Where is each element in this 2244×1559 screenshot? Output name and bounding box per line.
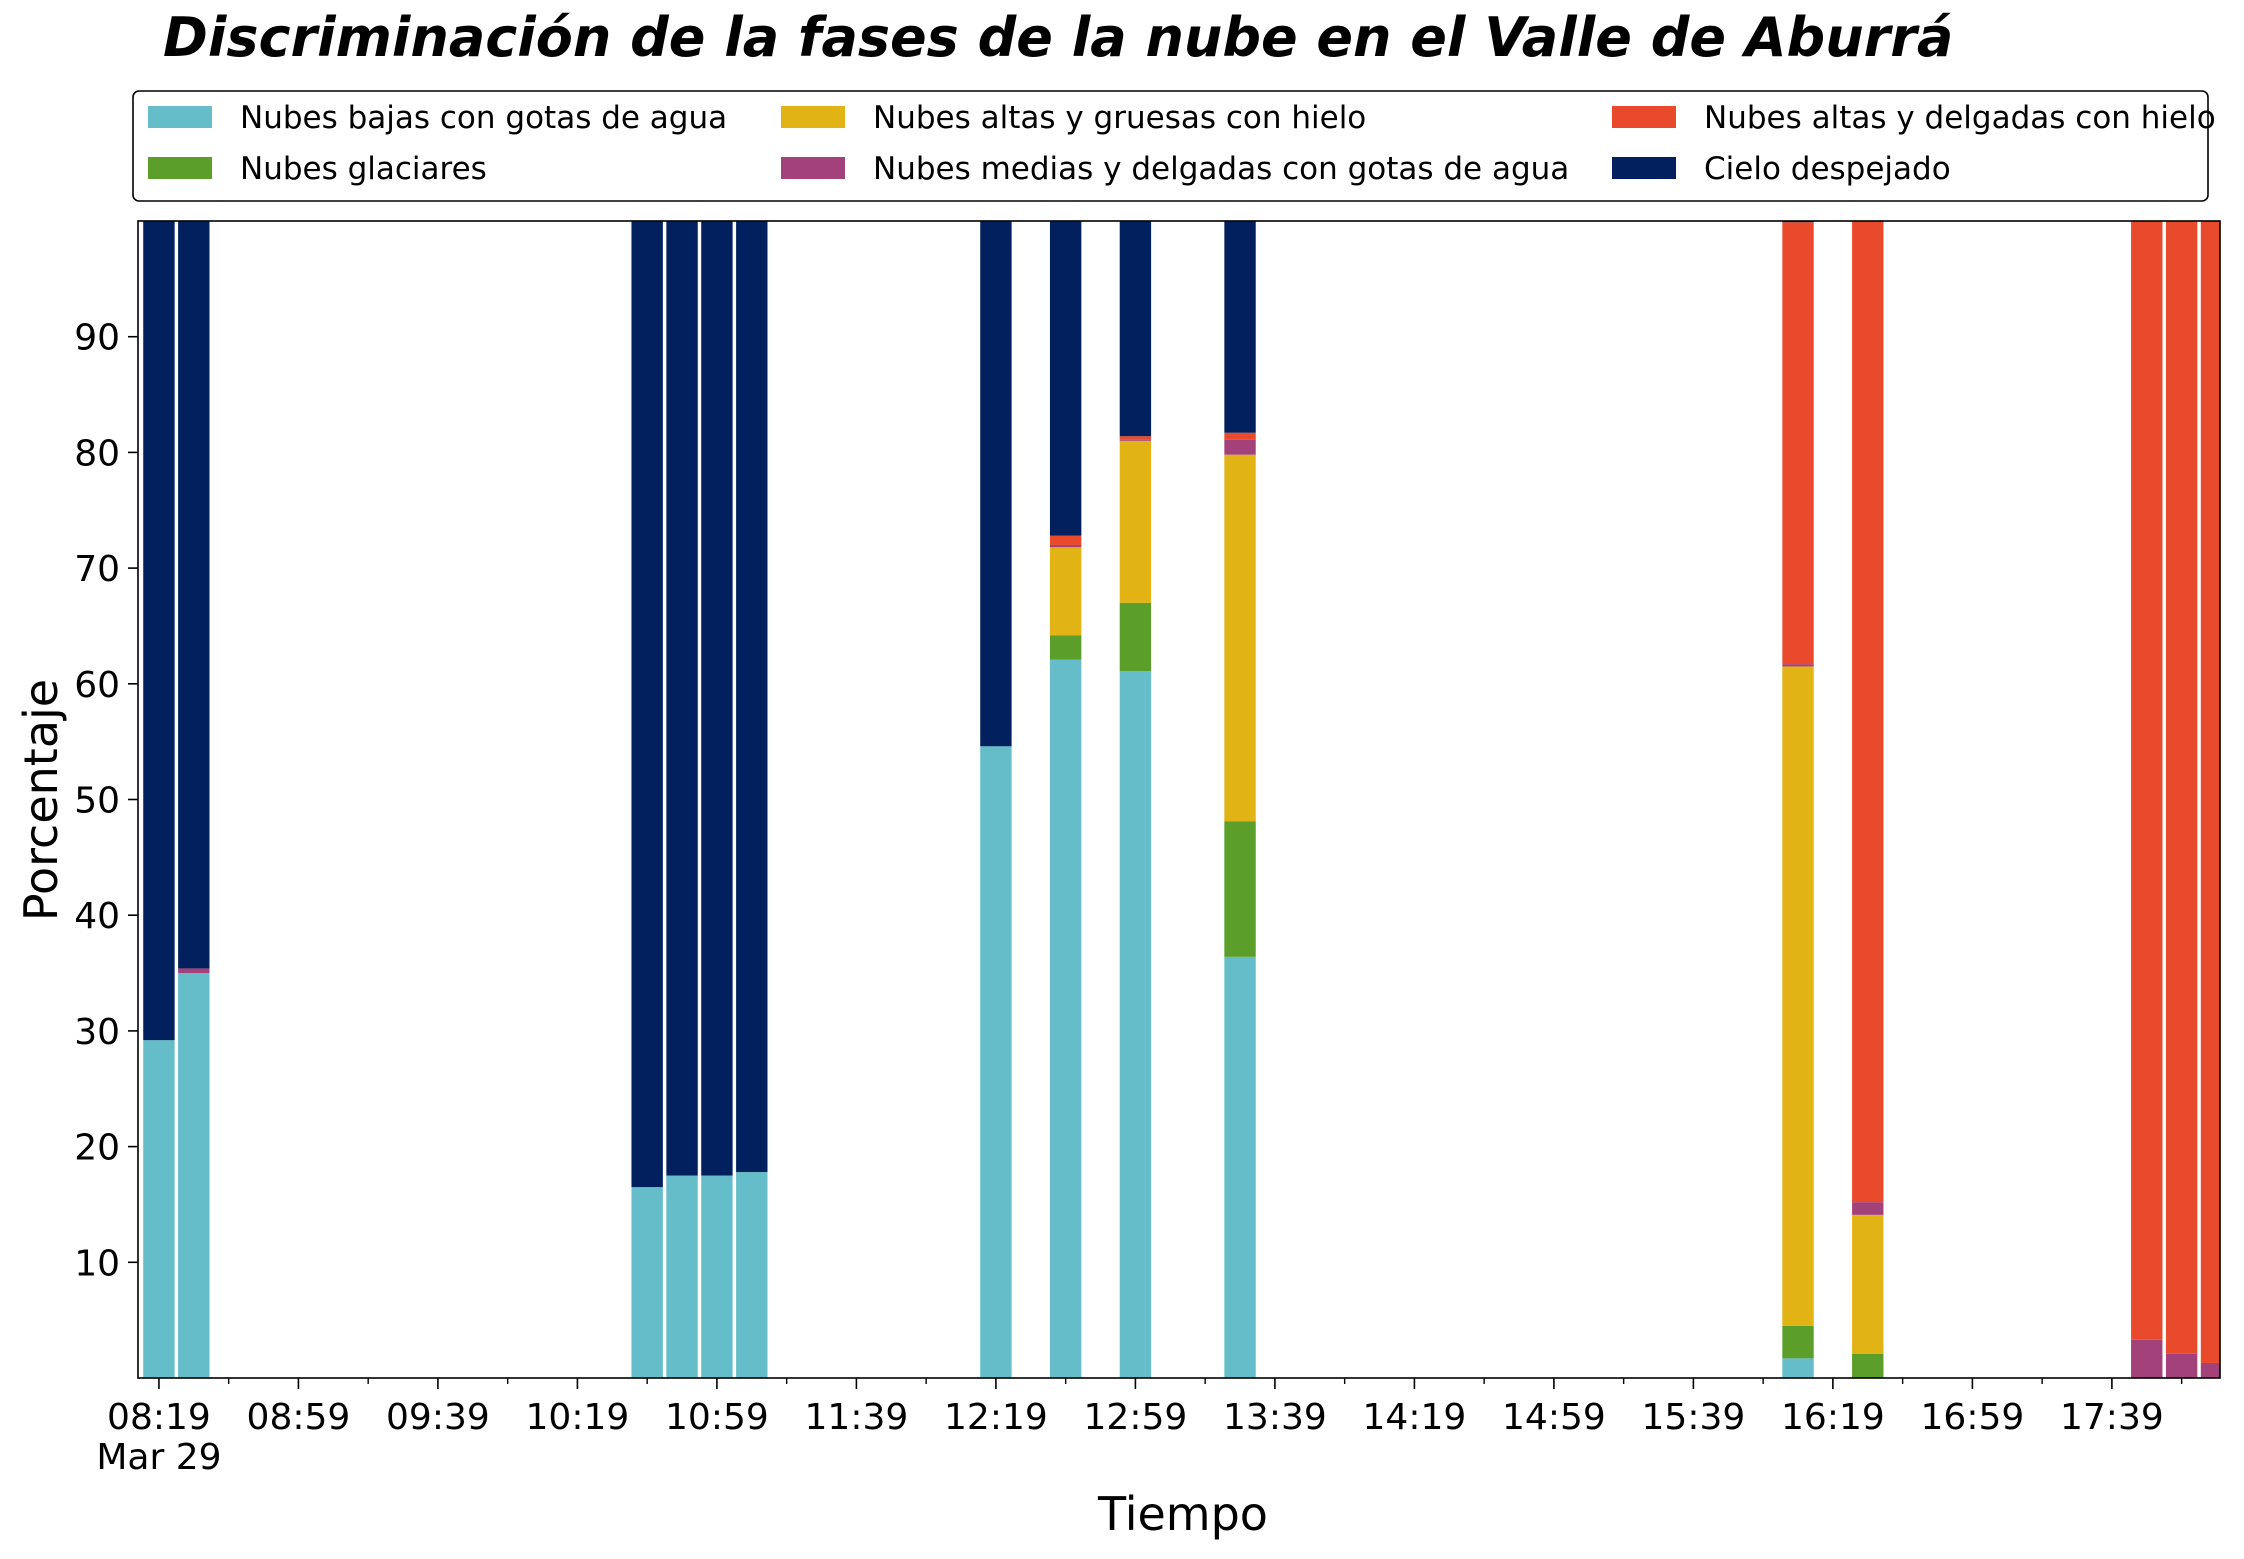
x-axis: 08:19 08:59 09:39 10:19 10:59 11:39 12:19 12:59… — [96, 1378, 2183, 1478]
y-tick-label: 60 — [74, 665, 120, 706]
bar-segment — [980, 746, 1012, 1378]
bar-segment — [1782, 1325, 1814, 1359]
x-axis-label: Tiempo — [1097, 1487, 1268, 1541]
legend-swatch — [781, 157, 845, 179]
y-axis: 10 20 30 40 50 60 70 80 90 — [74, 318, 138, 1284]
bar-segment — [1782, 664, 1814, 667]
bar-segment — [2165, 221, 2198, 1354]
bar-segment — [178, 973, 210, 1378]
legend-label: Nubes altas y delgadas con hielo — [1704, 100, 2216, 136]
bar-segment — [1049, 535, 1082, 545]
y-tick-label: 10 — [74, 1243, 120, 1284]
x-date-label: Mar 29 — [96, 1437, 221, 1478]
legend: Nubes bajas con gotas de agua Nubes glaci… — [132, 90, 2216, 202]
bar-segment — [1119, 221, 1152, 437]
bar-segment — [1782, 1358, 1814, 1378]
bar-segment — [1119, 602, 1152, 672]
bar-segment — [1224, 821, 1256, 957]
bar-segment — [2131, 221, 2163, 1340]
x-tick-label: 09:39 — [386, 1397, 490, 1438]
y-tick-label: 20 — [74, 1128, 120, 1169]
y-tick-label: 50 — [74, 781, 120, 822]
x-tick-label: 17:39 — [2060, 1397, 2164, 1438]
bar-segment — [1049, 221, 1082, 536]
legend-label: Nubes medias y delgadas con gotas de agu… — [873, 151, 1569, 187]
y-tick-label: 40 — [74, 896, 120, 937]
bar-segment — [1224, 956, 1256, 1378]
y-axis-label: Porcentaje — [14, 679, 68, 921]
plot-frame — [137, 220, 2221, 1379]
bar-segment — [178, 968, 210, 974]
bar-segment — [2200, 1362, 2220, 1378]
bar-segment — [1224, 439, 1256, 455]
bar-segment — [666, 221, 698, 1176]
bar-segment — [736, 1172, 768, 1378]
bar-segment — [1119, 671, 1152, 1378]
y-tick-label: 30 — [74, 1012, 120, 1053]
x-tick-label: 10:59 — [665, 1397, 769, 1438]
bar-segment — [666, 1175, 698, 1378]
legend-label: Nubes altas y gruesas con hielo — [873, 100, 1366, 136]
bar-segment — [1119, 439, 1152, 441]
y-tick-label: 70 — [74, 549, 120, 590]
bar-segment — [2131, 1339, 2163, 1378]
legend-swatch — [148, 157, 212, 179]
bar-segment — [1049, 547, 1082, 636]
bar-segment — [701, 221, 733, 1176]
bar-segment — [631, 221, 663, 1188]
x-tick-label: 12:19 — [944, 1397, 1048, 1438]
x-tick-label: 14:59 — [1502, 1397, 1606, 1438]
bar-segment — [2165, 1353, 2198, 1378]
bar-segment — [1224, 221, 1256, 433]
x-tick-label: 12:59 — [1084, 1397, 1188, 1438]
x-tick-label: 08:19 — [107, 1397, 211, 1438]
bar-segment — [1049, 635, 1082, 660]
bar-segment — [1852, 1353, 1884, 1378]
bar-segment — [143, 1040, 175, 1378]
y-tick-label: 90 — [74, 318, 120, 359]
legend-label: Nubes glaciares — [240, 151, 487, 187]
bar-segment — [2200, 221, 2220, 1363]
legend-swatch — [1612, 106, 1676, 128]
bar-segment — [1119, 436, 1152, 440]
bar-segment — [1782, 666, 1814, 1326]
bar-segment — [1049, 544, 1082, 548]
y-tick-label: 80 — [74, 433, 120, 474]
bar-segment — [178, 221, 210, 969]
x-tick-label: 16:19 — [1781, 1397, 1885, 1438]
legend-swatch — [148, 106, 212, 128]
bar-segment — [1852, 221, 1884, 1203]
x-tick-label: 15:39 — [1642, 1397, 1746, 1438]
bar-segment — [1049, 659, 1082, 1378]
legend-box — [132, 90, 2209, 202]
bar-segment — [701, 1175, 733, 1378]
bar-segment — [1782, 222, 1814, 665]
chart-title: Discriminación de la fases de la nube en… — [163, 6, 1953, 69]
x-tick-label: 10:19 — [526, 1397, 630, 1438]
bar-segment — [1224, 454, 1256, 822]
x-tick-label: 16:59 — [1921, 1397, 2025, 1438]
bar-segment — [980, 221, 1012, 747]
bar-segment — [631, 1187, 663, 1378]
legend-label: Cielo despejado — [1704, 151, 1951, 187]
x-tick-label: 13:39 — [1223, 1397, 1327, 1438]
legend-swatch — [1612, 157, 1676, 179]
legend-swatch — [781, 106, 845, 128]
x-tick-label: 14:19 — [1363, 1397, 1467, 1438]
bar-segment — [736, 221, 768, 1173]
bar-segment — [1119, 440, 1152, 603]
bar-segment — [1852, 1202, 1884, 1215]
bar-segment — [1224, 432, 1256, 440]
bar-segment — [143, 221, 175, 1041]
legend-label: Nubes bajas con gotas de agua — [240, 100, 727, 136]
x-tick-label: 08:59 — [247, 1397, 351, 1438]
x-tick-label: 11:39 — [805, 1397, 909, 1438]
bar-stacks — [143, 221, 2220, 1378]
bar-segment — [1852, 1214, 1884, 1354]
